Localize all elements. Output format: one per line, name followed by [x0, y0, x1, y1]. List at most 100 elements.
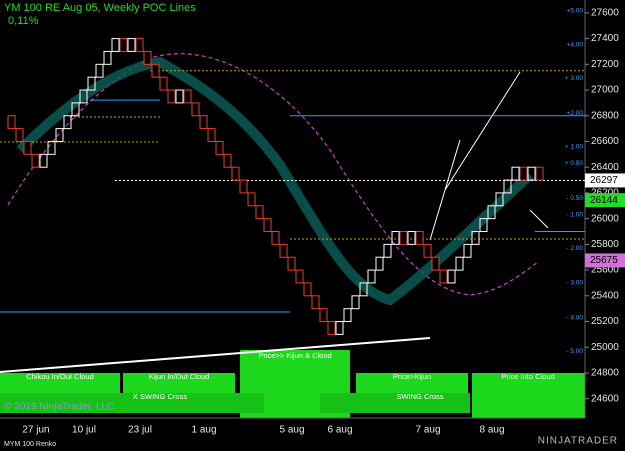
y-tick-label: 26600: [591, 136, 619, 147]
renko-brick: [279, 243, 288, 258]
cloud-band: [16, 56, 534, 306]
renko-brick: [479, 218, 488, 233]
renko-brick: [199, 115, 208, 130]
price-marker: [585, 193, 625, 208]
renko-brick: [87, 76, 96, 91]
renko-brick: [103, 50, 112, 65]
x-tick-label: 7 aug: [415, 425, 440, 436]
renko-brick: [439, 269, 448, 284]
renko-brick: [119, 38, 128, 52]
renko-brick: [527, 166, 536, 181]
trend-curve: [7, 53, 539, 296]
renko-brick: [79, 89, 88, 104]
level-label: + 1.00: [565, 143, 584, 150]
signal-block: [320, 393, 470, 413]
y-tick-label: 26000: [591, 213, 619, 224]
renko-brick: [55, 128, 64, 142]
renko-brick: [391, 231, 400, 245]
renko-brick: [383, 243, 392, 258]
renko-brick: [255, 205, 264, 220]
level-label: +5.00: [567, 8, 584, 15]
renko-brick: [127, 38, 136, 52]
renko-brick: [487, 205, 496, 220]
renko-brick: [447, 269, 456, 284]
renko-brick: [39, 153, 48, 168]
renko-brick: [343, 308, 352, 323]
renko-brick: [207, 128, 216, 142]
y-tick-label: 24600: [591, 393, 619, 404]
y-tick-label: 27200: [591, 59, 619, 70]
renko-brick: [351, 295, 360, 310]
renko-brick: [167, 89, 176, 104]
price-marker-label: 26144: [590, 195, 618, 206]
series-name: MYM 100 Renko: [4, 441, 56, 448]
renko-brick: [495, 192, 504, 207]
level-label: + 3.00: [565, 75, 584, 82]
level-label: + 0.50: [565, 160, 584, 167]
chart-subtitle: 0,11%: [8, 15, 39, 27]
arrow: [429, 71, 549, 241]
renko-brick: [71, 102, 80, 117]
y-tick-label: 24800: [591, 368, 619, 379]
y-tick-label: 25600: [591, 265, 619, 276]
renko-brick: [7, 115, 16, 130]
y-tick-label: 26200: [591, 188, 619, 199]
renko-brick: [319, 308, 328, 323]
y-tick-label: 27400: [591, 33, 619, 44]
signal-block: [0, 393, 264, 413]
y-tick-label: 26400: [591, 162, 619, 173]
signal-label: X SWING Cross: [133, 392, 187, 401]
signal-block: [356, 373, 468, 395]
renko-brick: [503, 179, 512, 194]
price-marker-label: 26297: [590, 175, 618, 186]
renko-brick: [151, 63, 160, 78]
x-tick-label: 1 aug: [191, 425, 216, 436]
signal-label: SWING Cross: [396, 392, 443, 401]
renko-brick: [407, 231, 416, 245]
renko-brick: [367, 269, 376, 284]
y-tick-label: 25800: [591, 239, 619, 250]
renko-brick: [399, 231, 408, 245]
level-label: - 4.00: [566, 314, 583, 321]
renko-brick: [535, 166, 544, 181]
x-tick-label: 27 jun: [22, 425, 49, 436]
y-tick-label: 25200: [591, 316, 619, 327]
renko-brick: [423, 243, 432, 258]
signal-panel: Chikou In/Out Cloud Kijun In/Out Cloud P…: [0, 350, 585, 418]
renko-brick: [95, 63, 104, 78]
renko-brick: [287, 256, 296, 271]
renko-brick: [303, 282, 312, 297]
renko-brick: [247, 192, 256, 207]
renko-brick: [183, 89, 192, 104]
price-marker: [585, 253, 625, 268]
price-marker-label: 25675: [590, 255, 618, 266]
price-marker: [585, 173, 625, 188]
level-label: - 5.00: [566, 348, 583, 355]
renko-brick: [415, 231, 424, 245]
level-label: - 2.00: [566, 245, 583, 252]
renko-brick: [431, 256, 440, 271]
renko-brick: [231, 166, 240, 181]
level-label: - 1.00: [566, 212, 583, 219]
renko-brick: [519, 166, 528, 181]
signal-label: Price>Kijun: [393, 372, 431, 381]
x-tick-label: 6 aug: [327, 425, 352, 436]
renko-brick: [111, 38, 120, 52]
renko-brick: [63, 115, 72, 130]
renko-brick: [223, 153, 232, 168]
copyright: © 2019 NinjaTrader, LLC: [4, 402, 114, 413]
y-tick-label: 27600: [591, 8, 619, 19]
renko-brick: [335, 321, 344, 335]
renko-brick: [15, 128, 24, 142]
renko-brick: [455, 256, 464, 271]
renko-brick: [31, 153, 40, 168]
signal-label: Chikou In/Out Cloud: [26, 372, 94, 381]
renko-brick: [511, 166, 520, 181]
renko-brick: [239, 179, 248, 194]
level-label: +4.00: [567, 42, 584, 49]
level-label: +2.00: [567, 110, 584, 117]
renko-brick: [263, 218, 272, 233]
signal-block: [472, 373, 585, 418]
renko-brick: [375, 256, 384, 271]
